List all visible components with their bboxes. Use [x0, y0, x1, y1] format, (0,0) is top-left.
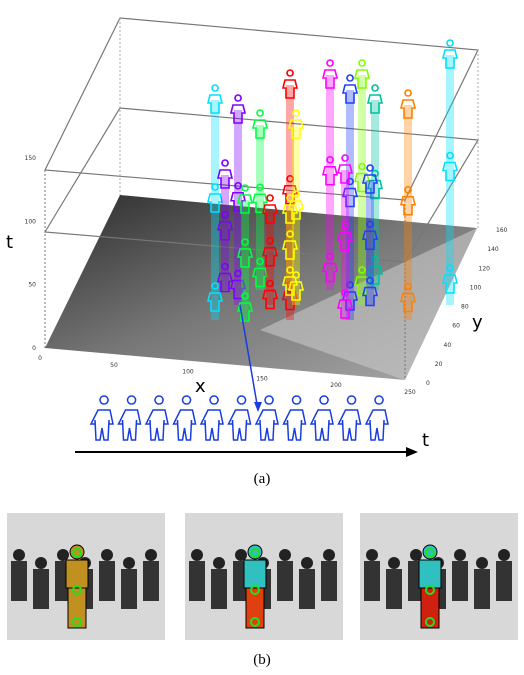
crowd-body: [277, 561, 293, 601]
crowd-head: [301, 557, 313, 569]
axis-label-t: t: [6, 232, 13, 253]
y-tick: 80: [461, 304, 469, 311]
crowd-head: [101, 549, 113, 561]
t-tick: 100: [25, 218, 37, 225]
crowd-head: [13, 549, 25, 561]
person-upper: [419, 560, 441, 588]
crowd-body: [33, 569, 49, 609]
crowd-body: [299, 569, 315, 609]
y-tick: 0: [426, 380, 430, 387]
sequence-silhouette: [119, 396, 141, 440]
sequence-silhouette: [201, 396, 223, 440]
x-tick: 50: [110, 362, 118, 369]
time-label: t: [422, 430, 429, 451]
crowd-head: [388, 557, 400, 569]
crowd-body: [211, 569, 227, 609]
crowd-head: [57, 549, 69, 561]
panel-b: [7, 513, 518, 640]
sequence-silhouette: [146, 396, 168, 440]
time-arrow-head: [406, 447, 418, 457]
crowd-head: [410, 549, 422, 561]
t-tick: 0: [32, 345, 36, 352]
crowd-body: [143, 561, 159, 601]
crowd-body: [474, 569, 490, 609]
crowd-head: [213, 557, 225, 569]
x-tick: 100: [182, 369, 194, 376]
sequence-silhouette: [284, 396, 306, 440]
crowd-body: [321, 561, 337, 601]
crowd-body: [452, 561, 468, 601]
x-tick: 150: [256, 375, 268, 382]
axis-label-x: x: [195, 376, 206, 397]
crowd-head: [191, 549, 203, 561]
y-tick: 40: [444, 342, 452, 349]
track-band: [256, 125, 264, 290]
track-band: [366, 180, 374, 305]
axis-label-y: y: [472, 312, 483, 333]
crowd-head: [498, 549, 510, 561]
crowd-head: [454, 549, 466, 561]
silhouette-sequence: [91, 396, 388, 440]
caption-a: (a): [254, 471, 271, 487]
crowd-head: [123, 557, 135, 569]
t-tick: 150: [25, 155, 37, 162]
crowd-body: [364, 561, 380, 601]
crowd-body: [189, 561, 205, 601]
crowd-body: [11, 561, 27, 601]
sequence-silhouette: [91, 396, 113, 440]
y-tick: 140: [487, 246, 499, 253]
crowd-head: [235, 549, 247, 561]
track-band: [341, 170, 349, 320]
y-tick: 20: [435, 361, 443, 368]
sequence-silhouette: [339, 396, 361, 440]
crowd-head: [145, 549, 157, 561]
x-tick: 0: [38, 355, 42, 362]
y-tick: 160: [496, 227, 508, 234]
figure: 0 50 100 150 0 50 100 150 200 250 0 20 40 60 80 100 120 1…: [0, 0, 524, 675]
t-tick: 50: [28, 282, 36, 289]
space-time-volume: [45, 18, 478, 412]
crowd-head: [476, 557, 488, 569]
caption-b: (b): [253, 652, 271, 668]
sequence-silhouette: [174, 396, 196, 440]
crowd-head: [35, 557, 47, 569]
pointer-head: [254, 402, 262, 412]
sequence-silhouette: [366, 396, 388, 440]
crowd-body: [386, 569, 402, 609]
person-upper: [66, 560, 88, 588]
crowd-body: [496, 561, 512, 601]
track-band: [286, 210, 294, 290]
track-band: [241, 200, 249, 320]
person-upper: [244, 560, 266, 588]
crowd-body: [121, 569, 137, 609]
sequence-silhouette: [311, 396, 333, 440]
y-tick: 100: [470, 284, 482, 291]
sequence-silhouette: [229, 396, 251, 440]
y-tick: 120: [479, 265, 491, 272]
crowd-head: [323, 549, 335, 561]
crowd-head: [366, 549, 378, 561]
x-tick: 250: [404, 389, 416, 396]
crowd-head: [279, 549, 291, 561]
x-tick: 200: [330, 382, 342, 389]
y-tick: 60: [452, 323, 460, 330]
crowd-body: [99, 561, 115, 601]
